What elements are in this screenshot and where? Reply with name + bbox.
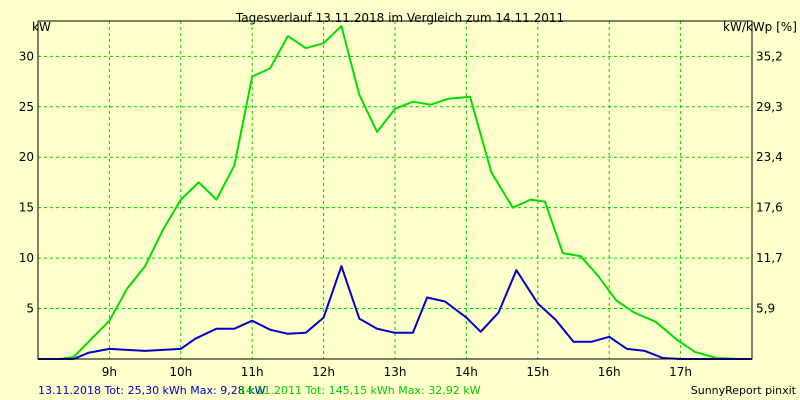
tick-labels: 9h 10h 11h 12h 13h 14h 15h 16h 17h 5 5,9 10 11,7 15 17… bbox=[19, 49, 783, 379]
y-tick-label-right: 5,9 bbox=[756, 302, 775, 316]
credit-text: SunnyReport pinxit bbox=[691, 384, 797, 397]
series-line-s2011 bbox=[38, 25, 752, 360]
y-tick-label-left: 15 bbox=[19, 201, 34, 215]
y-tick-label-left: 25 bbox=[19, 100, 34, 114]
x-tick-label: 15h bbox=[526, 365, 549, 379]
y-axis-label-left: kW bbox=[32, 20, 51, 34]
grid bbox=[38, 21, 752, 359]
x-tick-label: 16h bbox=[598, 365, 621, 379]
y-tick-label-left: 20 bbox=[19, 150, 34, 164]
y-tick-label-left: 30 bbox=[19, 49, 34, 63]
x-tick-label: 13h bbox=[384, 365, 407, 379]
series-layer bbox=[38, 25, 752, 360]
x-tick-label: 12h bbox=[312, 365, 335, 379]
y-tick-label-left: 10 bbox=[19, 251, 34, 265]
x-tick-label: 14h bbox=[455, 365, 478, 379]
x-tick-label: 11h bbox=[241, 365, 264, 379]
legend-2018: 13.11.2018 Tot: 25,30 kWh Max: 9,28 kW bbox=[38, 384, 266, 397]
y-tick-label-right: 29,3 bbox=[756, 100, 783, 114]
y-tick-label-right: 17,6 bbox=[756, 201, 783, 215]
y-tick-label-right: 35,2 bbox=[756, 49, 783, 63]
series-line-s2018 bbox=[38, 265, 752, 360]
x-tick-label: 17h bbox=[669, 365, 692, 379]
legend-2011: 14.11.2011 Tot: 145,15 kWh Max: 32,92 kW bbox=[239, 384, 481, 397]
x-tick-label: 10h bbox=[169, 365, 192, 379]
y-tick-label-right: 11,7 bbox=[756, 251, 783, 265]
plot-frame bbox=[37, 20, 753, 360]
y-tick-label-right: 23,4 bbox=[756, 150, 783, 164]
axes bbox=[37, 20, 753, 360]
x-tick-label: 9h bbox=[102, 365, 117, 379]
chart-title: Tagesverlauf 13.11.2018 im Vergleich zum… bbox=[235, 11, 564, 25]
y-axis-label-right: kW/kWp [%] bbox=[723, 20, 797, 34]
y-tick-label-left: 5 bbox=[26, 302, 34, 316]
